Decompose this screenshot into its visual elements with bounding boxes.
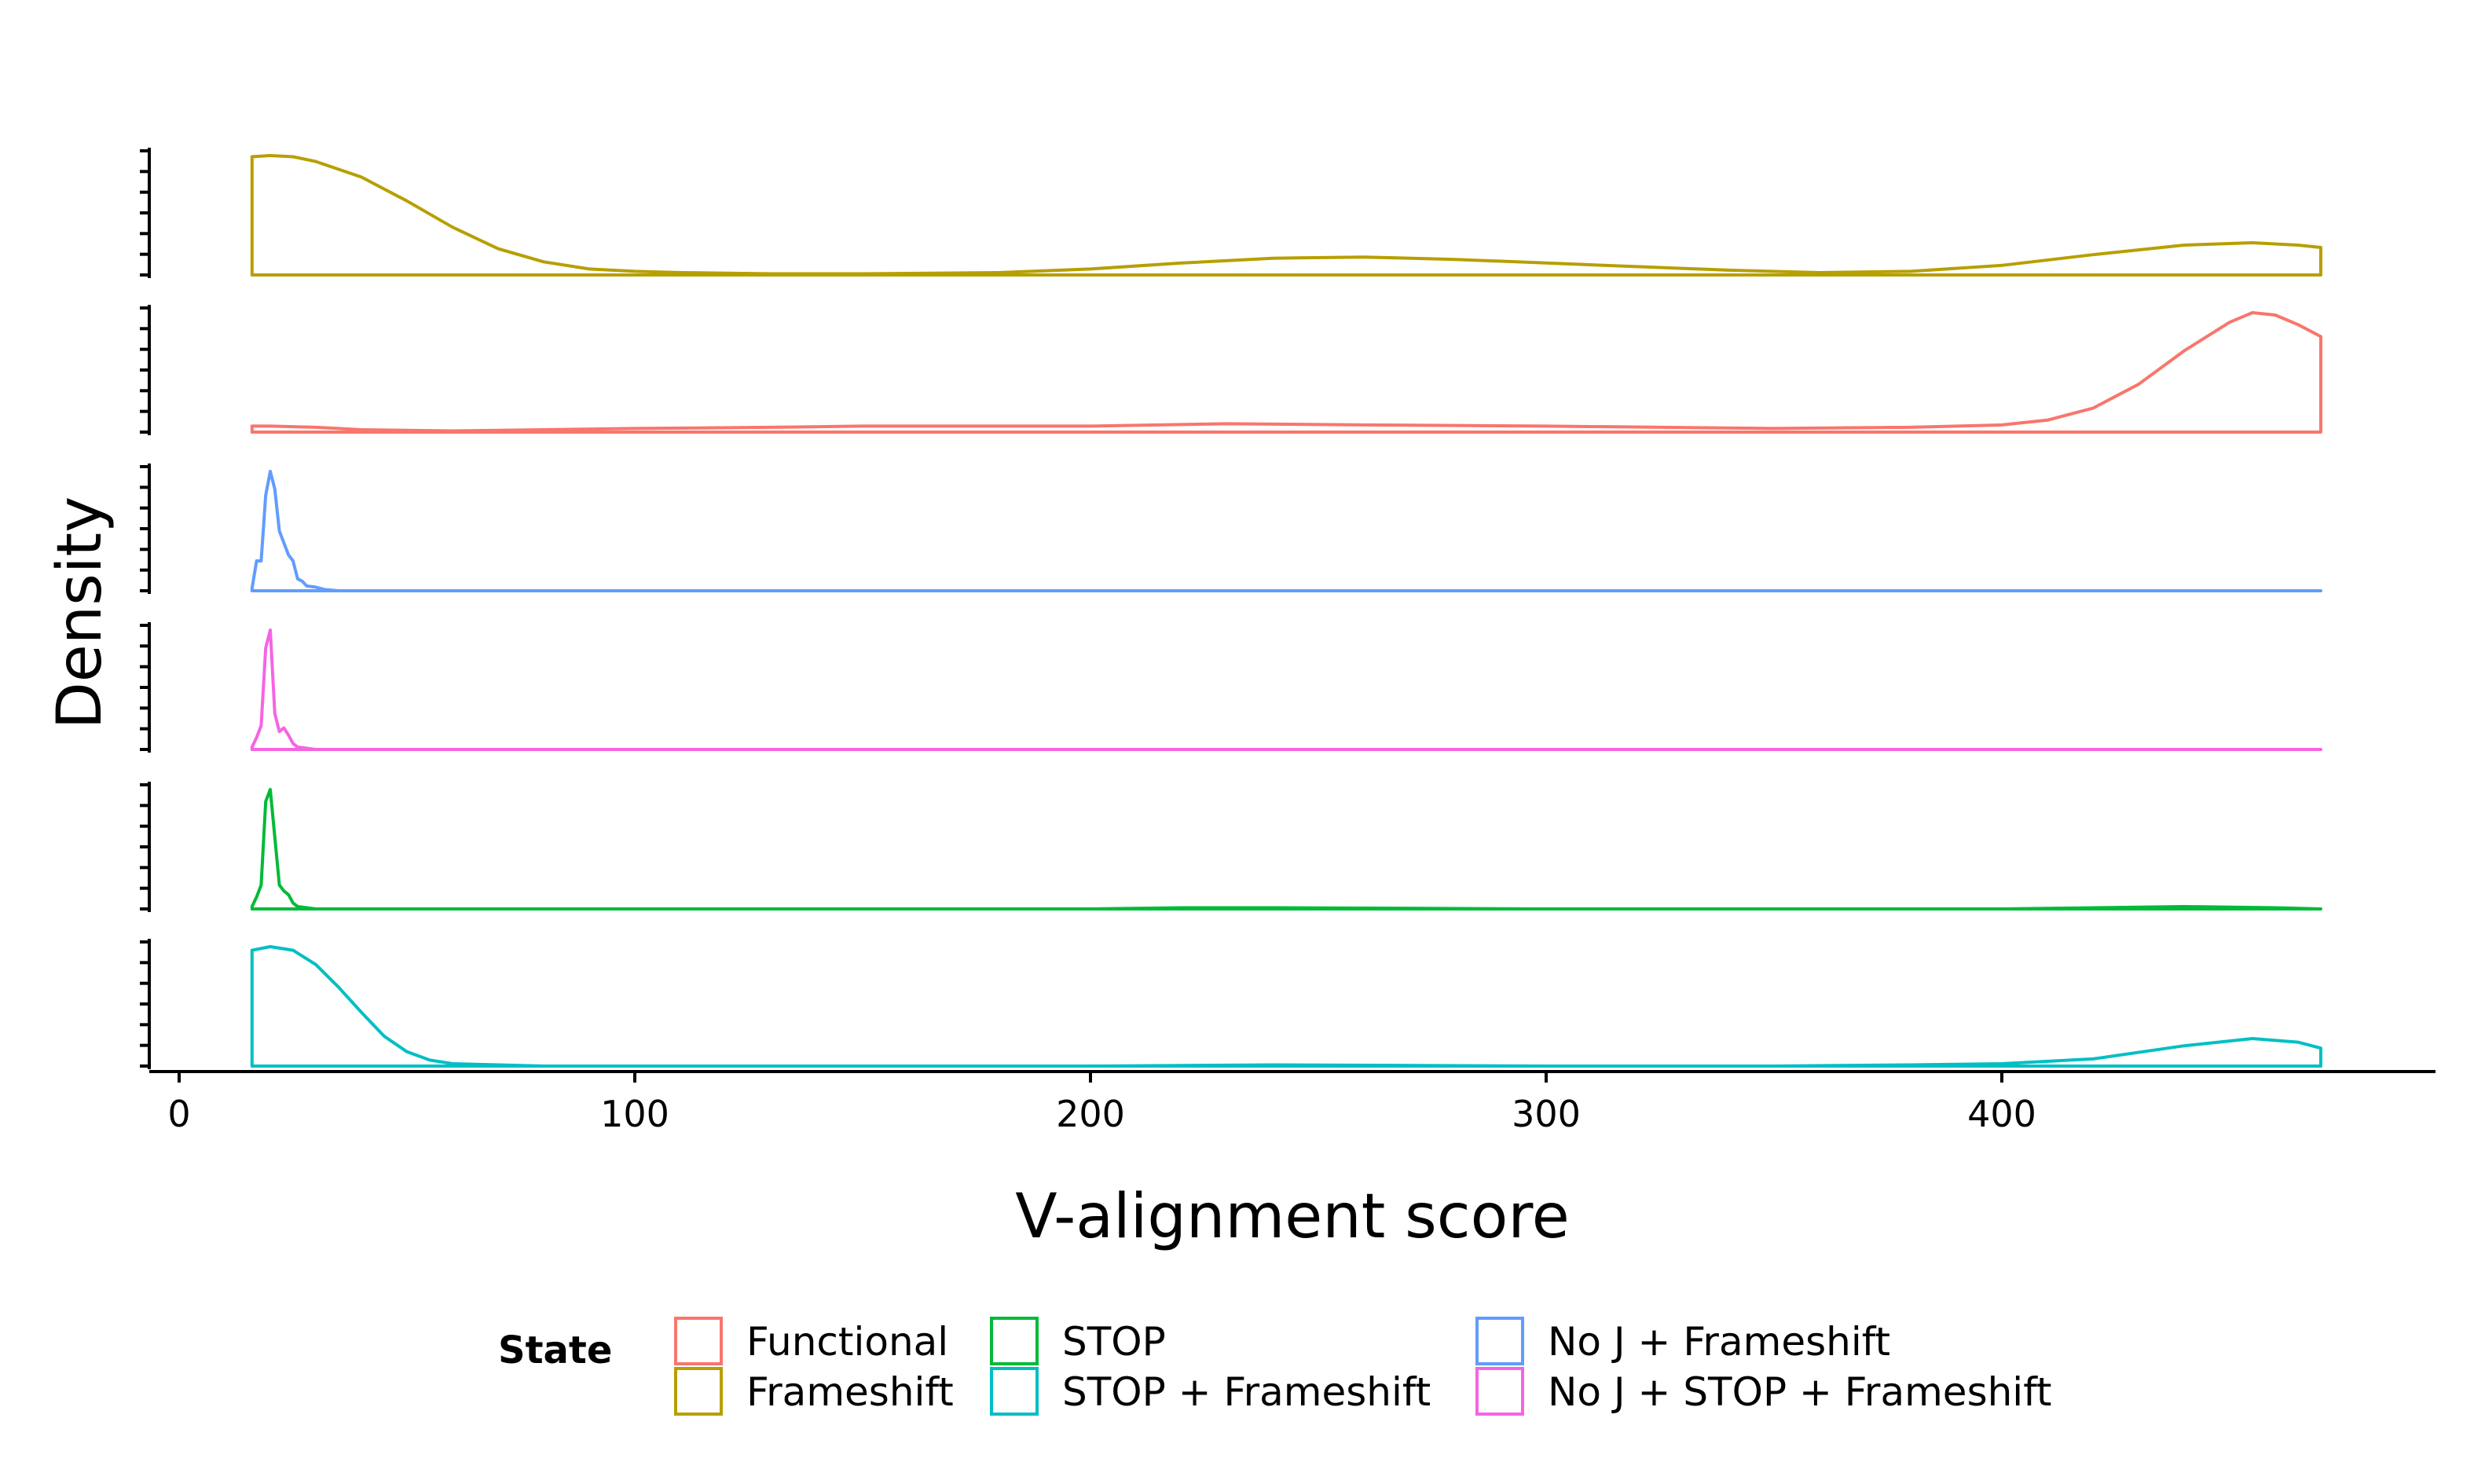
density-ridge-frameshift (250, 154, 2322, 277)
density-ridge-no-j-frameshift (250, 470, 2322, 592)
legend-label: No J + Frameshift (1548, 1319, 1890, 1365)
legend-key-frameshift (674, 1367, 723, 1416)
legend-key-stop (990, 1317, 1039, 1365)
legend-label: STOP + Frameshift (1062, 1369, 1431, 1415)
x-tick-label: 0 (167, 1093, 190, 1135)
density-ridge-stop-frameshift (250, 945, 2322, 1068)
legend-title: State (498, 1328, 612, 1372)
x-tick-label: 200 (1056, 1093, 1125, 1135)
x-axis-ticks: 0 100 200 300 400 (167, 1072, 2036, 1135)
legend-label: Functional (746, 1319, 948, 1365)
x-tick-label: 100 (600, 1093, 669, 1135)
legend-key-no-j-frameshift (1475, 1317, 1524, 1365)
legend-label: No J + STOP + Frameshift (1548, 1369, 2052, 1415)
x-axis-title: V-alignment score (1015, 1182, 1569, 1252)
density-ridge-no-j-stop-frameshift (250, 628, 2322, 751)
density-ridges (250, 154, 2322, 1068)
ridge-y-axes (140, 148, 151, 1069)
y-axis-title: Density (45, 496, 115, 730)
x-tick-label: 300 (1512, 1093, 1581, 1135)
legend-label: Frameshift (746, 1369, 954, 1415)
density-ridge-functional (250, 311, 2322, 434)
legend-key-no-j-stop-frameshift (1475, 1367, 1524, 1416)
x-tick-label: 400 (1967, 1093, 2036, 1135)
legend-label: STOP (1062, 1319, 1166, 1365)
legend-key-functional (674, 1317, 723, 1365)
density-ridge-stop (250, 788, 2322, 911)
legend-key-stop-frameshift (990, 1367, 1039, 1416)
